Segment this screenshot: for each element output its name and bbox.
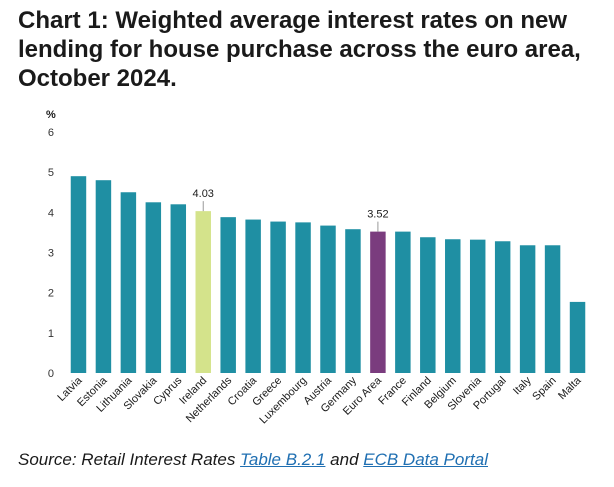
bar-latvia — [70, 176, 87, 373]
y-axis-unit-label: % — [46, 109, 56, 121]
bar-portugal — [494, 241, 511, 373]
bar-france — [395, 231, 411, 373]
bar-euro-area — [370, 231, 386, 373]
bar-austria — [320, 225, 336, 373]
y-tick-label: 4 — [48, 207, 54, 219]
bar-finland — [420, 237, 436, 373]
table-b21-link[interactable]: Table B.2.1 — [240, 450, 326, 469]
bar-belgium — [445, 239, 461, 373]
bar-malta — [569, 301, 586, 373]
bar-italy — [519, 245, 536, 373]
y-tick-label: 6 — [48, 127, 54, 139]
bar-croatia — [245, 219, 261, 373]
x-tick-label: Malta — [556, 374, 584, 402]
bar-cyprus — [170, 204, 187, 373]
bar-germany — [345, 229, 361, 373]
y-tick-label: 1 — [48, 328, 54, 340]
bar-chart: %0123456LatviaEstoniaLithuaniaSlovakiaCy… — [46, 109, 586, 426]
bar-lithuania — [120, 192, 137, 373]
source-prefix: Source: Retail Interest Rates — [18, 450, 241, 469]
bar-luxembourg — [295, 222, 311, 373]
bar-netherlands — [220, 217, 236, 373]
x-tick-label: Spain — [530, 375, 558, 403]
data-label: 4.03 — [193, 188, 214, 200]
bar-ireland — [195, 211, 211, 373]
y-tick-label: 0 — [48, 368, 54, 380]
x-tick-label: Cyprus — [151, 374, 184, 407]
chart-title: Chart 1: Weighted average interest rates… — [18, 7, 581, 92]
y-tick-label: 3 — [48, 248, 54, 260]
source-middle: and — [325, 450, 364, 469]
data-label: 3.52 — [367, 209, 388, 221]
ecb-data-portal-link[interactable]: ECB Data Portal — [363, 450, 488, 469]
bar-estonia — [95, 180, 112, 373]
bar-slovakia — [145, 202, 162, 373]
y-tick-label: 2 — [48, 288, 54, 300]
source-note: Source: Retail Interest Rates Table B.2.… — [18, 450, 608, 470]
bar-greece — [270, 221, 286, 373]
bar-spain — [544, 245, 561, 373]
y-tick-label: 5 — [48, 167, 54, 179]
chart-area: % 0 1 2 3 4 5 6 Latvia Estonia Lithuania Slovakia Cy… — [0, 100, 614, 440]
bar-slovenia — [469, 239, 486, 373]
